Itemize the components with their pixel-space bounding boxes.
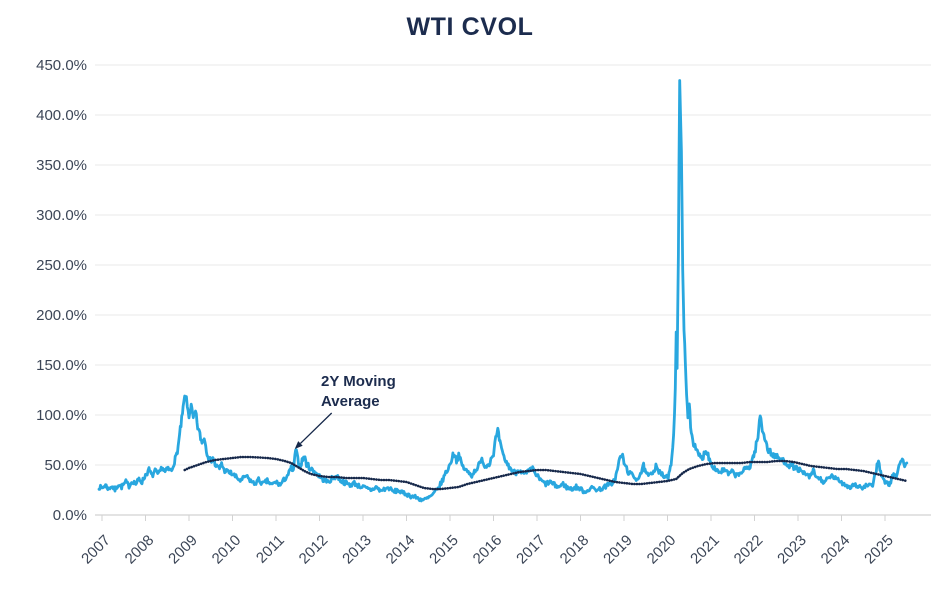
x-axis-tick-label: 2019 — [600, 532, 636, 568]
x-axis-tick-label: 2008 — [122, 532, 158, 568]
moving-average-annotation: 2Y Moving Average — [321, 372, 396, 412]
annotation-arrow-line — [299, 412, 333, 444]
x-axis-tick-label: 2010 — [209, 532, 245, 568]
annotation-text-line: Average — [321, 393, 380, 410]
x-axis-tick-label: 2021 — [687, 532, 723, 568]
x-axis-tick-label: 2022 — [731, 532, 767, 568]
x-axis-tick-label: 2007 — [78, 532, 114, 568]
x-axis-tick-label: 2014 — [383, 532, 419, 568]
x-axis-tick-label: 2012 — [296, 532, 332, 568]
moving-average-line — [183, 455, 909, 491]
x-axis-tick-label: 2018 — [557, 532, 593, 568]
y-axis-tick-label: 300.0% — [36, 207, 87, 224]
x-axis-tick-label: 2011 — [253, 532, 288, 567]
x-axis-tick-label: 2015 — [426, 532, 462, 568]
x-axis-tick-label: 2024 — [818, 532, 854, 568]
x-axis-tick-label: 2020 — [644, 532, 680, 568]
annotation-arrow-head — [294, 441, 303, 449]
y-axis-tick-label: 150.0% — [36, 357, 87, 374]
y-axis-tick-label: 450.0% — [36, 57, 87, 74]
y-axis-tick-label: 200.0% — [36, 307, 87, 324]
x-axis-tick-label: 2009 — [165, 532, 201, 568]
y-axis-tick-label: 50.0% — [44, 457, 87, 474]
chart-title: WTI CVOL — [406, 13, 534, 41]
x-axis-tick-label: 2016 — [470, 532, 506, 568]
annotation-text-line: 2Y Moving — [321, 373, 396, 390]
x-axis-tick-label: 2023 — [774, 532, 810, 568]
y-axis-tick-label: 0.0% — [53, 507, 87, 524]
x-axis-tick-label: 2013 — [339, 532, 375, 568]
y-axis-tick-label: 350.0% — [36, 157, 87, 174]
y-axis-tick-label: 250.0% — [36, 257, 87, 274]
x-axis-tick-label: 2025 — [861, 532, 897, 568]
cvol-series-line — [97, 79, 909, 503]
x-axis-tick-label: 2017 — [513, 532, 549, 568]
y-axis-tick-label: 100.0% — [36, 407, 87, 424]
y-axis-tick-label: 400.0% — [36, 107, 87, 124]
